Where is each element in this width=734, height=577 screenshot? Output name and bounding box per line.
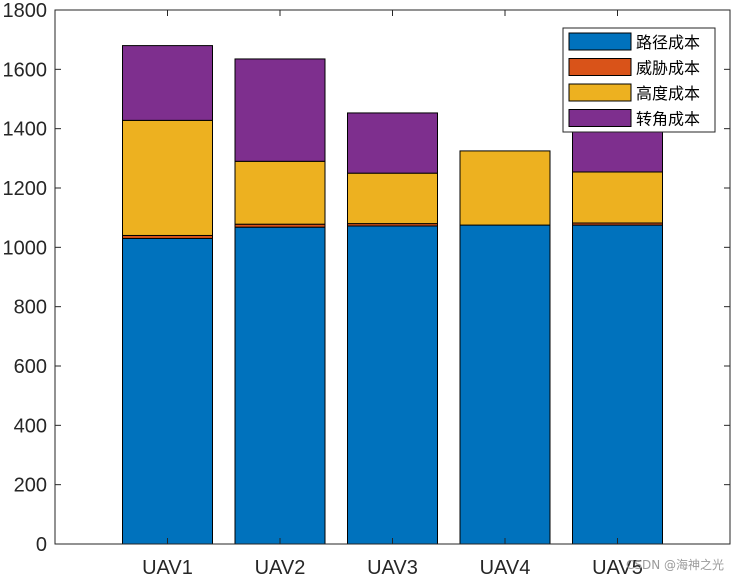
bar-uav5-series-3 bbox=[572, 171, 663, 224]
bar-uav2-series-3 bbox=[234, 160, 326, 225]
legend-label-2: 威胁成本 bbox=[636, 59, 700, 78]
x-tick-label-uav1: UAV1 bbox=[142, 557, 193, 577]
y-tick-label: 400 bbox=[14, 415, 47, 437]
y-tick-label: 200 bbox=[14, 475, 47, 497]
legend-label-3: 高度成本 bbox=[636, 84, 700, 103]
bar-uav1-series-1 bbox=[122, 237, 213, 545]
y-tick-label: 1800 bbox=[3, 0, 48, 22]
y-tick-label: 800 bbox=[14, 297, 47, 319]
bar-uav3-series-1 bbox=[347, 225, 438, 545]
bars-layer bbox=[122, 45, 663, 545]
y-tick-label: 0 bbox=[36, 534, 47, 556]
legend-swatch-2 bbox=[568, 58, 632, 76]
bar-uav1-series-4 bbox=[122, 45, 213, 121]
y-tick-label: 600 bbox=[14, 356, 47, 378]
bar-uav4-series-1 bbox=[459, 224, 551, 545]
y-tick-label: 1600 bbox=[3, 59, 48, 81]
bar-uav1-series-3 bbox=[122, 119, 213, 236]
x-axis-ticks: UAV1 UAV2 UAV3 UAV4 UAV5 bbox=[142, 10, 643, 577]
bar-uav3-series-4 bbox=[347, 112, 438, 174]
legend-swatch-4 bbox=[568, 109, 632, 127]
x-tick-label-uav3: UAV3 bbox=[367, 557, 418, 577]
legend-swatch-3 bbox=[568, 83, 632, 102]
x-tick-label-uav5: UAV5 bbox=[592, 557, 643, 577]
x-tick-label-uav2: UAV2 bbox=[255, 557, 306, 577]
bar-uav3-series-3 bbox=[347, 172, 438, 225]
y-tick-label: 1000 bbox=[3, 237, 48, 259]
legend-label-1: 路径成本 bbox=[636, 33, 700, 52]
y-axis-ticks: 0 200 400 600 800 1000 1200 1400 1600 1800 bbox=[3, 0, 730, 556]
bar-uav4-series-3 bbox=[459, 150, 551, 226]
bar-uav5-series-1 bbox=[572, 224, 663, 545]
legend-label-4: 转角成本 bbox=[636, 110, 700, 129]
y-tick-label: 1400 bbox=[3, 119, 48, 141]
bar-uav2-series-4 bbox=[234, 58, 326, 162]
legend-swatch-1 bbox=[568, 32, 632, 51]
y-tick-label: 1200 bbox=[3, 178, 48, 200]
watermark: CSDN @海神之光 bbox=[626, 557, 724, 572]
bar-uav2-series-1 bbox=[234, 226, 326, 545]
x-tick-label-uav4: UAV4 bbox=[480, 557, 531, 577]
